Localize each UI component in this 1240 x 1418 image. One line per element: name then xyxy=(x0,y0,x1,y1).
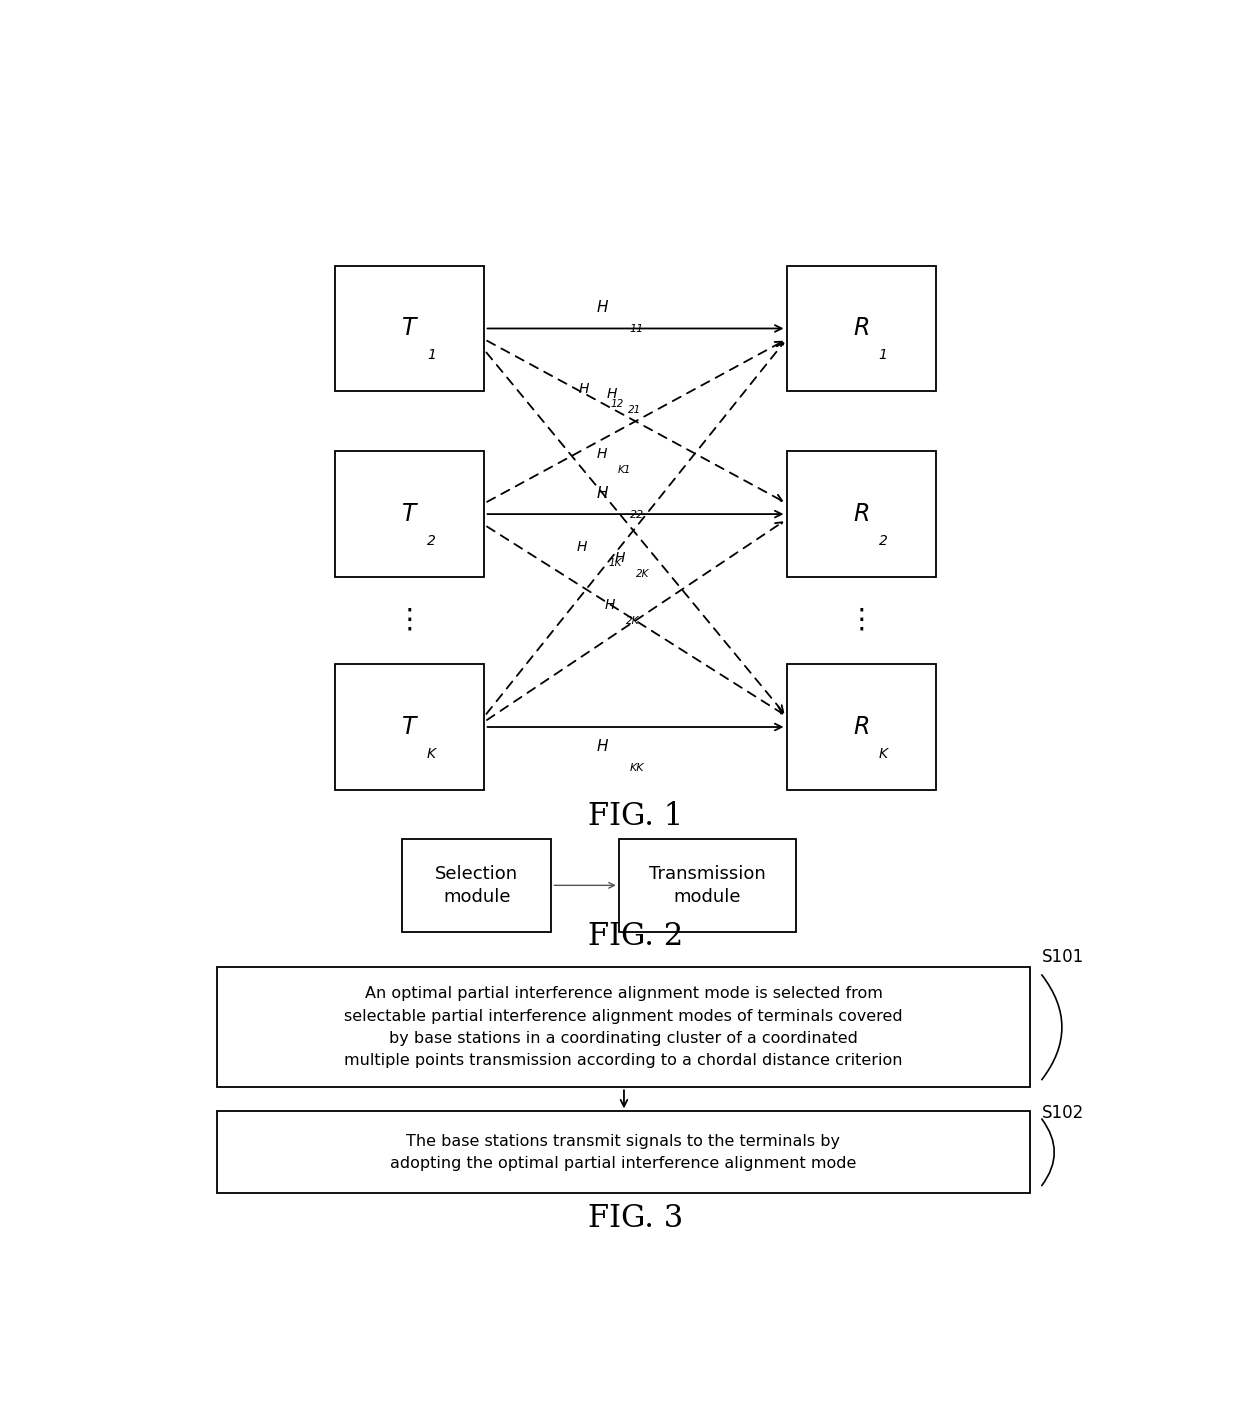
Text: S102: S102 xyxy=(1042,1103,1084,1122)
Text: H: H xyxy=(577,540,588,554)
Text: R: R xyxy=(853,316,869,340)
Text: Transmission
module: Transmission module xyxy=(650,865,766,906)
Text: 12: 12 xyxy=(610,400,624,410)
Bar xyxy=(787,664,936,790)
Text: 21: 21 xyxy=(627,406,641,415)
Text: FIG. 3: FIG. 3 xyxy=(588,1202,683,1234)
Text: H: H xyxy=(598,739,609,754)
Text: ⋮: ⋮ xyxy=(396,605,424,634)
Bar xyxy=(335,451,484,577)
Text: Selection
module: Selection module xyxy=(435,865,518,906)
Bar xyxy=(335,664,484,790)
Text: An optimal partial interference alignment mode is selected from
selectable parti: An optimal partial interference alignmen… xyxy=(345,987,903,1068)
Bar xyxy=(403,839,552,932)
Text: H: H xyxy=(605,598,615,611)
Bar xyxy=(787,265,936,391)
Text: 2K: 2K xyxy=(635,569,649,579)
Text: T: T xyxy=(403,715,417,739)
Text: H: H xyxy=(614,550,625,564)
Text: K1: K1 xyxy=(619,465,631,475)
Text: 2K: 2K xyxy=(626,615,640,625)
Text: H: H xyxy=(598,486,609,501)
Bar xyxy=(787,451,936,577)
Text: H: H xyxy=(606,387,618,401)
Text: H: H xyxy=(598,301,609,315)
Text: S101: S101 xyxy=(1042,947,1084,966)
Text: 1K: 1K xyxy=(609,557,622,567)
Text: K: K xyxy=(879,747,888,760)
Text: H: H xyxy=(596,447,608,461)
Text: 11: 11 xyxy=(630,325,644,335)
Bar xyxy=(217,1112,1029,1193)
Text: 2: 2 xyxy=(427,533,435,547)
Bar xyxy=(619,839,796,932)
Text: 1: 1 xyxy=(879,349,888,362)
Text: 2: 2 xyxy=(879,533,888,547)
Text: FIG. 1: FIG. 1 xyxy=(588,801,683,832)
Text: 22: 22 xyxy=(630,509,644,520)
Text: 1: 1 xyxy=(427,349,435,362)
Text: R: R xyxy=(853,715,869,739)
Text: H: H xyxy=(579,381,589,396)
Text: T: T xyxy=(403,316,417,340)
Text: FIG. 2: FIG. 2 xyxy=(588,922,683,951)
Text: KK: KK xyxy=(630,763,645,773)
Text: T: T xyxy=(403,502,417,526)
Bar xyxy=(335,265,484,391)
Bar xyxy=(217,967,1029,1088)
Text: K: K xyxy=(427,747,436,760)
Text: The base stations transmit signals to the terminals by
adopting the optimal part: The base stations transmit signals to th… xyxy=(391,1133,857,1171)
Text: ⋮: ⋮ xyxy=(847,605,875,634)
Text: R: R xyxy=(853,502,869,526)
